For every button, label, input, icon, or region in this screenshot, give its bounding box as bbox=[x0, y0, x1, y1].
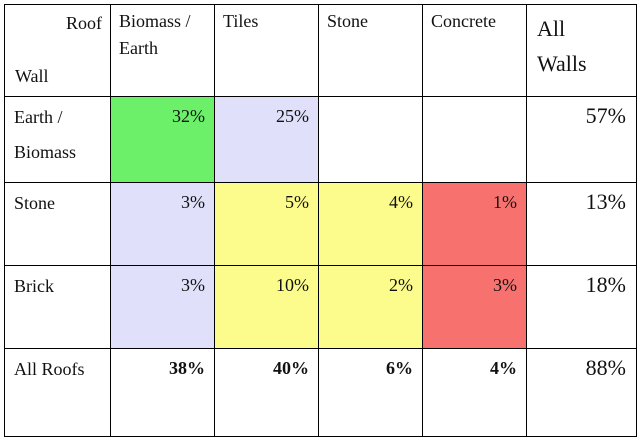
table-cell: 3% bbox=[110, 182, 215, 266]
column-header-line: Concrete bbox=[431, 11, 496, 31]
wall-axis-label: Wall bbox=[15, 66, 49, 86]
column-header-stone: Stone bbox=[318, 4, 423, 97]
row-header-line: Stone bbox=[14, 193, 56, 213]
column-header-line: All bbox=[537, 16, 566, 41]
row-header-earth-biomass: Earth / Biomass bbox=[4, 96, 111, 183]
column-header-line: Tiles bbox=[223, 11, 259, 31]
row-total-cell: 18% bbox=[526, 265, 637, 349]
table-cell: 32% bbox=[110, 96, 215, 183]
row-header-line: All Roofs bbox=[14, 359, 85, 379]
column-total-cell: 4% bbox=[422, 348, 527, 437]
row-total-cell: 13% bbox=[526, 182, 637, 266]
column-total-cell: 6% bbox=[318, 348, 423, 437]
table-cell: 3% bbox=[422, 265, 527, 349]
column-header-concrete: Concrete bbox=[422, 4, 527, 97]
corner-cell: Roof Wall bbox=[4, 4, 111, 97]
table-cell: 25% bbox=[214, 96, 319, 183]
column-header-line: Earth bbox=[119, 38, 158, 58]
column-header-line: Walls bbox=[537, 51, 587, 76]
table-cell: 3% bbox=[110, 265, 215, 349]
row-header-stone: Stone bbox=[4, 182, 111, 266]
table-row: Earth / Biomass 32% 25% 57% bbox=[4, 96, 637, 183]
column-header-tiles: Tiles bbox=[214, 4, 319, 97]
grand-total-cell: 88% bbox=[526, 348, 637, 437]
roof-axis-label: Roof bbox=[66, 13, 102, 33]
table-cell: 10% bbox=[214, 265, 319, 349]
row-header-line: Earth / bbox=[14, 107, 63, 127]
table-cell: 5% bbox=[214, 182, 319, 266]
column-header-biomass-earth: Biomass / Earth bbox=[110, 4, 215, 97]
row-header-brick: Brick bbox=[4, 265, 111, 349]
row-header-all-roofs: All Roofs bbox=[4, 348, 111, 437]
column-header-all-walls: All Walls bbox=[526, 4, 637, 97]
table-row: Brick 3% 10% 2% 3% 18% bbox=[4, 265, 637, 349]
column-header-line: Stone bbox=[327, 11, 369, 31]
table-cell bbox=[422, 96, 527, 183]
row-total-cell: 57% bbox=[526, 96, 637, 183]
table-cell: 1% bbox=[422, 182, 527, 266]
column-total-cell: 38% bbox=[110, 348, 215, 437]
table-cell bbox=[318, 96, 423, 183]
column-header-line: Biomass / bbox=[119, 11, 191, 31]
row-header-line: Biomass bbox=[14, 142, 77, 162]
row-header-line: Brick bbox=[14, 276, 54, 296]
totals-row: All Roofs 38% 40% 6% 4% 88% bbox=[4, 348, 637, 437]
roof-wall-table: Roof Wall Biomass / Earth Tiles Stone Co… bbox=[4, 4, 637, 437]
table-cell: 2% bbox=[318, 265, 423, 349]
table-cell: 4% bbox=[318, 182, 423, 266]
table-row: Stone 3% 5% 4% 1% 13% bbox=[4, 182, 637, 266]
header-row: Roof Wall Biomass / Earth Tiles Stone Co… bbox=[4, 4, 637, 97]
column-total-cell: 40% bbox=[214, 348, 319, 437]
